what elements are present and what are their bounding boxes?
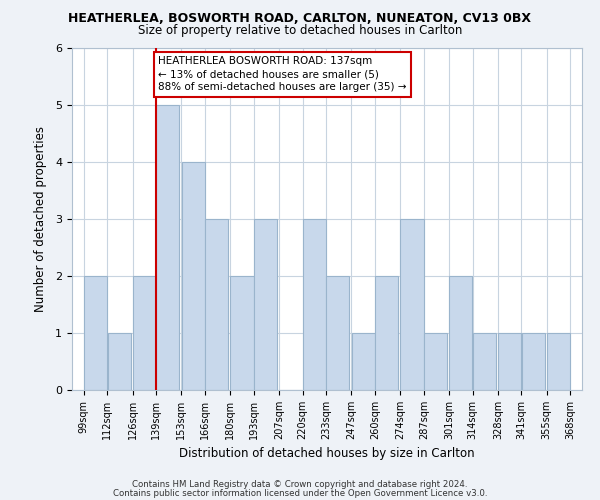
Bar	[84, 276, 107, 390]
Bar	[400, 219, 424, 390]
Bar	[230, 276, 254, 390]
Bar	[547, 333, 570, 390]
Bar	[521, 333, 545, 390]
Text: HEATHERLEA BOSWORTH ROAD: 137sqm
← 13% of detached houses are smaller (5)
88% of: HEATHERLEA BOSWORTH ROAD: 137sqm ← 13% o…	[158, 56, 406, 92]
Text: Size of property relative to detached houses in Carlton: Size of property relative to detached ho…	[138, 24, 462, 37]
Bar	[424, 333, 447, 390]
Bar	[375, 276, 398, 390]
Text: Contains HM Land Registry data © Crown copyright and database right 2024.: Contains HM Land Registry data © Crown c…	[132, 480, 468, 489]
Bar	[473, 333, 496, 390]
Bar	[352, 333, 374, 390]
Y-axis label: Number of detached properties: Number of detached properties	[34, 126, 47, 312]
Bar	[182, 162, 205, 390]
Bar	[205, 219, 228, 390]
Bar	[498, 333, 521, 390]
Bar	[449, 276, 472, 390]
Bar	[326, 276, 349, 390]
Bar	[107, 333, 131, 390]
Text: HEATHERLEA, BOSWORTH ROAD, CARLTON, NUNEATON, CV13 0BX: HEATHERLEA, BOSWORTH ROAD, CARLTON, NUNE…	[68, 12, 532, 26]
Bar	[254, 219, 277, 390]
Bar	[157, 104, 179, 390]
Bar	[303, 219, 326, 390]
Text: Contains public sector information licensed under the Open Government Licence v3: Contains public sector information licen…	[113, 488, 487, 498]
Bar	[133, 276, 156, 390]
X-axis label: Distribution of detached houses by size in Carlton: Distribution of detached houses by size …	[179, 448, 475, 460]
